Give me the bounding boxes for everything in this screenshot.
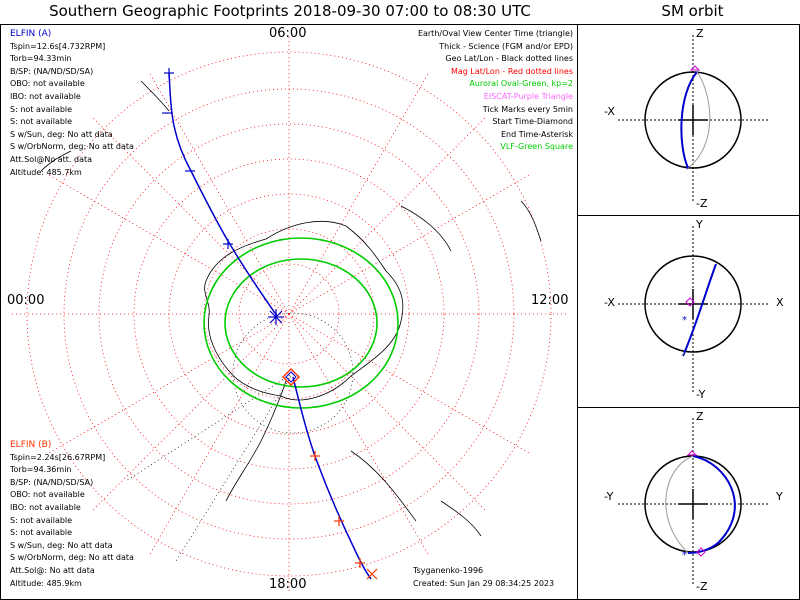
legend: Earth/Oval View Center Time (triangle) T… xyxy=(418,28,573,154)
sm-yz-top-label: Z xyxy=(696,410,704,423)
coastlines xyxy=(40,80,542,537)
clock-label-bottom: 18:00 xyxy=(269,577,307,592)
sm-xz-left-label: -X xyxy=(604,105,615,118)
legend-item: Earth/Oval View Center Time (triangle) xyxy=(417,29,573,38)
sm-xy-bottom-label: -Y xyxy=(696,388,706,401)
elfin-a-line: OBO: not available xyxy=(10,79,85,89)
svg-text:*: * xyxy=(682,550,687,561)
elfin-a-line: Altitude: 485.7km xyxy=(10,167,82,177)
sm-xy-right-label: X xyxy=(776,296,784,309)
sm-xz-bottom-label: -Z xyxy=(696,197,708,210)
sm-yz-right-label: Y xyxy=(776,490,783,503)
auroral-oval xyxy=(203,237,399,409)
sm-panel-xy: * Y -Y -X X xyxy=(577,215,800,408)
svg-text:*: * xyxy=(685,164,690,175)
elfin-a-line: Att.Sol@No att. data xyxy=(10,154,93,164)
elfin-a-track xyxy=(162,68,284,325)
polar-map-panel: 06:00 00:00 12:00 18:00 ELFIN (A) Tspin=… xyxy=(0,24,578,600)
sm-orbit-xz: * xyxy=(618,35,768,203)
legend-item: Geo Lat/Lon - Black dotted lines xyxy=(445,54,573,64)
map-title: Southern Geographic Footprints 2018-09-3… xyxy=(49,2,531,20)
sm-yz-left-label: -Y xyxy=(604,490,614,503)
elfin-a-line: B/SP: (NA/ND/SD/SA) xyxy=(10,66,94,76)
elfin-b-line: Altitude: 485.9km xyxy=(10,578,82,588)
clock-label-right: 12:00 xyxy=(531,293,569,308)
legend-item: Auroral Oval-Green, kp=2 xyxy=(469,79,573,89)
svg-text:*: * xyxy=(682,315,687,326)
elfin-a-line: IBO: not available xyxy=(10,91,81,101)
elfin-b-line: B/SP: (NA/ND/SD/SA) xyxy=(10,477,94,487)
elfin-b-line: S: not available xyxy=(10,515,73,525)
legend-item: Start Time-Diamond xyxy=(492,117,573,127)
elfin-a-line: S: not available xyxy=(10,117,73,127)
elfin-a-line: S: not available xyxy=(10,104,73,114)
elfin-b-line: OBO: not available xyxy=(10,490,85,500)
elfin-b-info: ELFIN (B) Tspin=2.24s[26.67RPM] Torb=94.… xyxy=(10,439,134,590)
model-name: Tsyganenko-1996 xyxy=(413,566,484,575)
elfin-a-line: S w/Sun, deg: No att data xyxy=(10,129,113,139)
clock-label-top: 06:00 xyxy=(269,26,307,41)
polar-map xyxy=(11,36,567,593)
sm-xy-top-label: Y xyxy=(696,218,703,231)
legend-item: Mag Lat/Lon - Red dotted lines xyxy=(450,66,573,76)
sm-xy-left-label: -X xyxy=(604,296,615,309)
elfin-b-track xyxy=(282,368,378,580)
elfin-b-line: Tspin=2.24s[26.67RPM] xyxy=(10,452,106,462)
sm-orbit-yz: * xyxy=(618,418,768,586)
sm-panel-xz: * Z -Z -X xyxy=(577,24,800,216)
legend-item: End Time-Asterisk xyxy=(500,129,573,139)
legend-item: Tick Marks every 5min xyxy=(482,104,573,114)
legend-item: Thick - Science (FGM and/or EPD) xyxy=(439,41,573,51)
elfin-b-header: ELFIN (B) xyxy=(10,440,52,450)
elfin-b-line: S w/Sun, deg: No att data xyxy=(10,540,113,550)
elfin-a-line: Tspin=12.6s[4.732RPM] xyxy=(10,41,106,51)
sm-orbit-title: SM orbit xyxy=(661,2,724,20)
sm-orbit-xy: * xyxy=(618,226,768,394)
mag-longitude-grid xyxy=(11,36,567,593)
created-timestamp: Created: Sun Jan 29 08:34:25 2023 xyxy=(413,579,555,588)
elfin-b-line: Torb=94.36min xyxy=(10,465,72,475)
sm-yz-bottom-label: -Z xyxy=(696,580,708,593)
sm-panel-yz: * Z -Z -Y Y xyxy=(577,407,800,600)
elfin-b-line: S: not available xyxy=(10,528,73,538)
elfin-b-line: S w/OrbNorm, deg: No att data xyxy=(10,553,134,563)
elfin-a-info: ELFIN (A) Tspin=12.6s[4.732RPM] Torb=94.… xyxy=(10,28,134,179)
elfin-a-line: S w/OrbNorm, deg: No att data xyxy=(10,142,134,152)
elfin-a-line: Torb=94.33min xyxy=(10,54,72,64)
sm-xz-top-label: Z xyxy=(696,27,704,40)
geo-grid xyxy=(125,312,354,562)
elfin-b-line: IBO: not available xyxy=(10,502,81,512)
elfin-a-header: ELFIN (A) xyxy=(10,29,52,39)
legend-item: EISCAT-Purple Triangle xyxy=(483,91,573,101)
clock-label-left: 00:00 xyxy=(7,293,45,308)
elfin-b-line: Att.Sol@: No att data xyxy=(10,565,95,575)
legend-item: VLF-Green Square xyxy=(500,142,573,152)
